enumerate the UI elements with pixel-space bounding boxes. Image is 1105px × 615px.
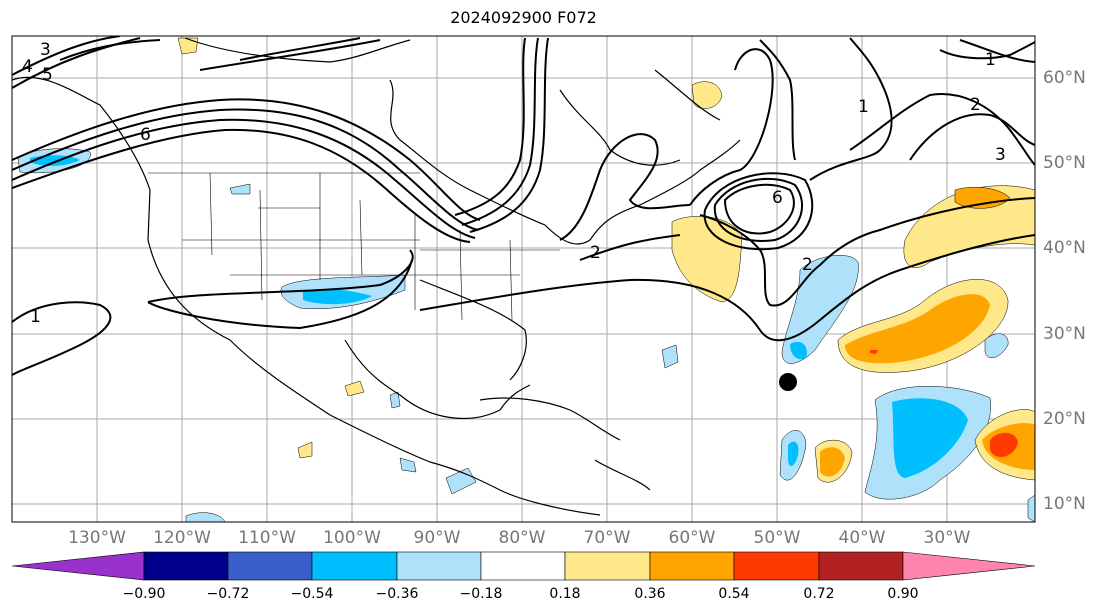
lon-label: 60°W [668,528,716,548]
svg-text:6: 6 [140,125,151,145]
lon-label: 40°W [838,528,886,548]
colorbar-tick: −0.18 [459,586,503,602]
lon-label: 110°W [238,528,296,548]
lat-label: 40°N [1043,238,1086,258]
colorbar-tick: 0.18 [549,586,581,602]
svg-text:4: 4 [22,57,33,77]
colorbar-tick: −0.72 [206,586,250,602]
colorbar-tick: 0.72 [803,586,835,602]
lon-label: 80°W [498,528,546,548]
colorbar-tick: 0.90 [887,586,919,602]
svg-text:2: 2 [970,95,981,115]
coastlines [12,37,741,516]
svg-text:2: 2 [590,243,601,263]
lon-label: 50°W [753,528,801,548]
lat-label: 60°N [1043,68,1086,88]
svg-text:1: 1 [30,307,41,327]
colorbar [11,551,1036,581]
svg-text:1: 1 [858,97,869,117]
lat-label: 10°N [1043,494,1086,514]
contour-labels: 1 2 3 4 5 6 1 2 3 6 2 1 [22,40,1006,327]
shaded-fields [17,37,1035,522]
contour-lines [12,36,1035,376]
svg-text:3: 3 [995,145,1006,165]
lon-label: 130°W [68,528,126,548]
lon-label: 100°W [323,528,381,548]
map-frame [11,35,1036,523]
lon-label: 120°W [153,528,211,548]
colorbar-tick: −0.90 [122,586,166,602]
svg-text:3: 3 [40,40,51,60]
colorbar-tick: 0.54 [718,586,750,602]
lon-label: 30°W [923,528,971,548]
map-title: 2024092900 F072 [450,8,597,27]
lon-label: 90°W [413,528,461,548]
storm-center-dot [779,373,797,391]
colorbar-tick: 0.36 [634,586,666,602]
lat-label: 20°N [1043,409,1086,429]
lat-label: 50°N [1043,153,1086,173]
lat-label: 30°N [1043,324,1086,344]
colorbar-tick: −0.36 [375,586,419,602]
state-borders [148,172,560,321]
svg-text:2: 2 [802,255,813,275]
colorbar-tick: −0.54 [290,586,334,602]
svg-text:5: 5 [42,65,53,85]
lon-label: 70°W [583,528,631,548]
svg-text:6: 6 [772,188,783,208]
svg-text:1: 1 [985,50,996,70]
